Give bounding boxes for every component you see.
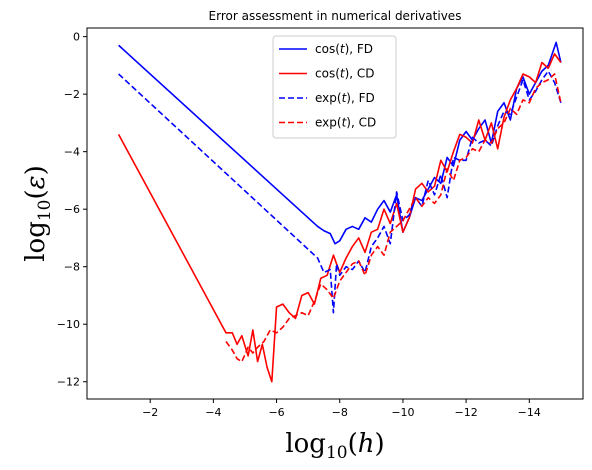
legend-entry-label: exp(t), FD (315, 91, 375, 105)
y-tick-label: −2 (64, 88, 80, 101)
legend-entry-label: cos(t), FD (315, 42, 373, 56)
legend-entry-label: cos(t), CD (315, 67, 375, 81)
x-tick-label: −8 (332, 406, 348, 419)
x-axis-label: log10(h) (285, 429, 384, 463)
x-tick-label: −4 (205, 406, 221, 419)
x-tick-label: −14 (518, 406, 541, 419)
x-tick-label: −10 (391, 406, 414, 419)
y-axis-label: log10(ε) (21, 165, 55, 262)
legend-entry-label: exp(t), CD (315, 116, 376, 130)
y-tick-label: 0 (73, 31, 80, 44)
y-tick-label: −4 (64, 146, 80, 159)
y-tick-label: −8 (64, 261, 80, 274)
series-line-2 (118, 70, 562, 314)
axis-ticks: −2 −4 −6 −8 −10 −12 −14 0 −2 −4 −6 −8 −10 −12 (57, 31, 541, 419)
legend-frame (272, 35, 397, 139)
y-tick-label: −6 (64, 203, 80, 216)
axes-frame (86, 27, 584, 400)
x-tick-label: −6 (268, 406, 284, 419)
plot-area (117, 41, 562, 383)
chart-title: Error assessment in numerical derivative… (209, 9, 462, 23)
series-line-3 (225, 73, 562, 363)
x-tick-label: −2 (142, 406, 158, 419)
y-tick-label: −10 (57, 318, 80, 331)
y-tick-label: −12 (57, 376, 80, 389)
series-line-1 (117, 53, 562, 383)
x-tick-label: −12 (454, 406, 477, 419)
legend: cos(t), FD cos(t), CD exp(t), FD exp(t), CD (272, 35, 397, 139)
